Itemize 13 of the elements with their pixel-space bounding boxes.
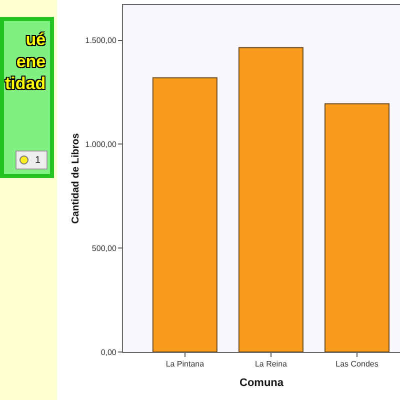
bar	[238, 47, 304, 352]
x-tick-label: La Reina	[254, 360, 288, 369]
x-tick-label: Las Condes	[336, 360, 378, 369]
x-tick-label: La Pintana	[166, 360, 205, 369]
y-tick-label: 0,00	[100, 348, 117, 357]
y-tick-label: 1.500,00	[85, 36, 117, 46]
y-tick-label: 1.000,00	[85, 140, 117, 150]
bar	[324, 103, 390, 352]
y-tick-label: 500,00	[92, 244, 117, 253]
bar	[152, 77, 218, 352]
y-axis-title: Cantidad de Libros	[70, 132, 82, 224]
text: ué ene tidad	[5, 30, 46, 94]
x-axis-title: Comuna	[240, 376, 284, 389]
